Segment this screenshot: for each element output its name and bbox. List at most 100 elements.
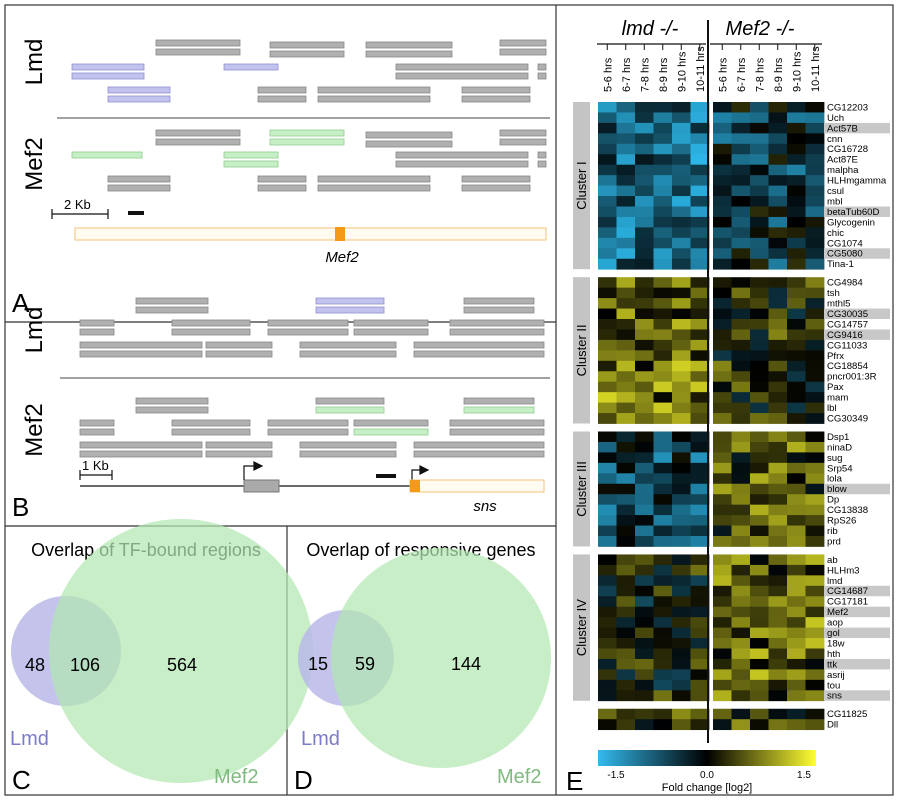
timepoint-label: 10-11 hrs (810, 46, 822, 92)
heatmap-cell (713, 483, 732, 495)
heatmap-cell (598, 371, 617, 383)
heatmap-cell (731, 669, 751, 681)
heatmap-cell (690, 227, 710, 239)
gene-label: CG14757 (827, 319, 868, 330)
sequence-read (267, 419, 349, 427)
heatmap-cell (750, 329, 769, 341)
heatmap-cell (690, 658, 710, 670)
heatmap-cell (768, 122, 788, 134)
panel-letter-b: B (12, 492, 29, 522)
heatmap-cell (598, 102, 617, 113)
heatmap-cell (672, 452, 691, 464)
heatmap-cell (713, 669, 732, 681)
heatmap-cell (635, 690, 654, 702)
heatmap-cell (672, 596, 691, 608)
heatmap-cell (750, 319, 769, 330)
heatmap-cell (653, 237, 673, 249)
heatmap-cell (653, 216, 673, 228)
heatmap-cell (731, 143, 751, 155)
heatmap-cell (690, 564, 710, 576)
sequence-read (537, 160, 547, 168)
heatmap-cell (768, 525, 788, 537)
heatmap-cell (653, 536, 673, 547)
heatmap-cell (690, 339, 710, 351)
heatmap-cell (598, 402, 617, 414)
heatmap-cell (787, 494, 806, 506)
heatmap-cell (805, 102, 825, 113)
heatmap-cell (750, 462, 769, 474)
heatmap-cell (672, 658, 691, 670)
colorbar-title: Fold change [log2] (662, 782, 753, 794)
heatmap-cell (805, 277, 825, 289)
heatmap-cell (787, 452, 806, 464)
heatmap-cell (750, 227, 769, 239)
heatmap-cell (616, 102, 636, 113)
heatmap-cell (672, 133, 691, 145)
heatmap-cell (805, 708, 825, 720)
heatmap-cell (805, 360, 825, 372)
colorbar-tick-high: 1.5 (797, 770, 811, 781)
heatmap-cell (713, 185, 732, 197)
panel-e: lmd -/- Mef2 -/- 5-6 hrs 6-7 hrs 7-8 hrs 8-… (566, 18, 890, 796)
heatmap-cell (653, 494, 673, 506)
gene-highlight (824, 206, 890, 217)
gene-label: sns (473, 498, 497, 515)
heatmap-cell (635, 462, 654, 474)
heatmap-cell (653, 185, 673, 197)
heatmap-cell (750, 441, 769, 453)
sequence-read (155, 48, 241, 56)
heatmap-cell (672, 319, 691, 330)
heatmap-cell (713, 462, 732, 474)
heatmap-cell (750, 627, 769, 639)
heatmap-cell (690, 143, 710, 155)
heatmap-cell (750, 206, 769, 218)
heatmap-cell (768, 536, 788, 547)
heatmap-cell (635, 638, 654, 649)
heatmap-cell (787, 658, 806, 670)
heatmap-cell (731, 381, 751, 393)
heatmap-cell (672, 339, 691, 351)
sequence-read (71, 72, 145, 80)
heatmap-cell (713, 719, 732, 731)
heatmap-cell (672, 298, 691, 309)
sequence-read (449, 328, 545, 336)
heatmap-cell (690, 617, 710, 628)
heatmap-cell (690, 206, 710, 218)
heatmap-cell (768, 575, 788, 587)
heatmap-cell (768, 196, 788, 207)
heatmap-cell (713, 679, 732, 691)
venn-mef2-label: Mef2 (214, 766, 258, 788)
heatmap-cell (616, 175, 636, 186)
heatmap-cell (713, 402, 732, 414)
heatmap-cell (653, 413, 673, 424)
heatmap-cell (768, 452, 788, 464)
heatmap-cell (672, 536, 691, 547)
gene-label: Dll (827, 720, 838, 731)
heatmap-cell (731, 216, 751, 228)
heatmap-cell (768, 381, 788, 393)
heatmap-cell (768, 154, 788, 166)
sequence-read (299, 450, 397, 458)
heatmap-cell (616, 381, 636, 393)
sequence-read (79, 319, 115, 327)
heatmap-cell (616, 402, 636, 414)
heatmap-cell (787, 287, 806, 299)
heatmap-cell (635, 319, 654, 330)
heatmap-cell (598, 606, 617, 618)
heatmap-cell (616, 648, 636, 660)
heatmap-cell (635, 452, 654, 464)
heatmap-cell (750, 669, 769, 681)
gene-label: lola (827, 474, 843, 485)
heatmap-cell (653, 133, 673, 145)
panel-d: Overlap of responsive genes 15 59 144 Lm… (294, 540, 551, 795)
heatmap-cell (672, 216, 691, 228)
heatmap-cell (598, 473, 617, 485)
gene-label: CG11033 (827, 340, 867, 351)
sequence-read (257, 184, 307, 192)
heatmap-cell (731, 237, 751, 249)
heatmap-cell (616, 371, 636, 383)
heatmap-cell (672, 554, 691, 566)
heatmap-cell (653, 308, 673, 320)
heatmap-cell (768, 585, 788, 597)
heatmap-cell (616, 596, 636, 608)
